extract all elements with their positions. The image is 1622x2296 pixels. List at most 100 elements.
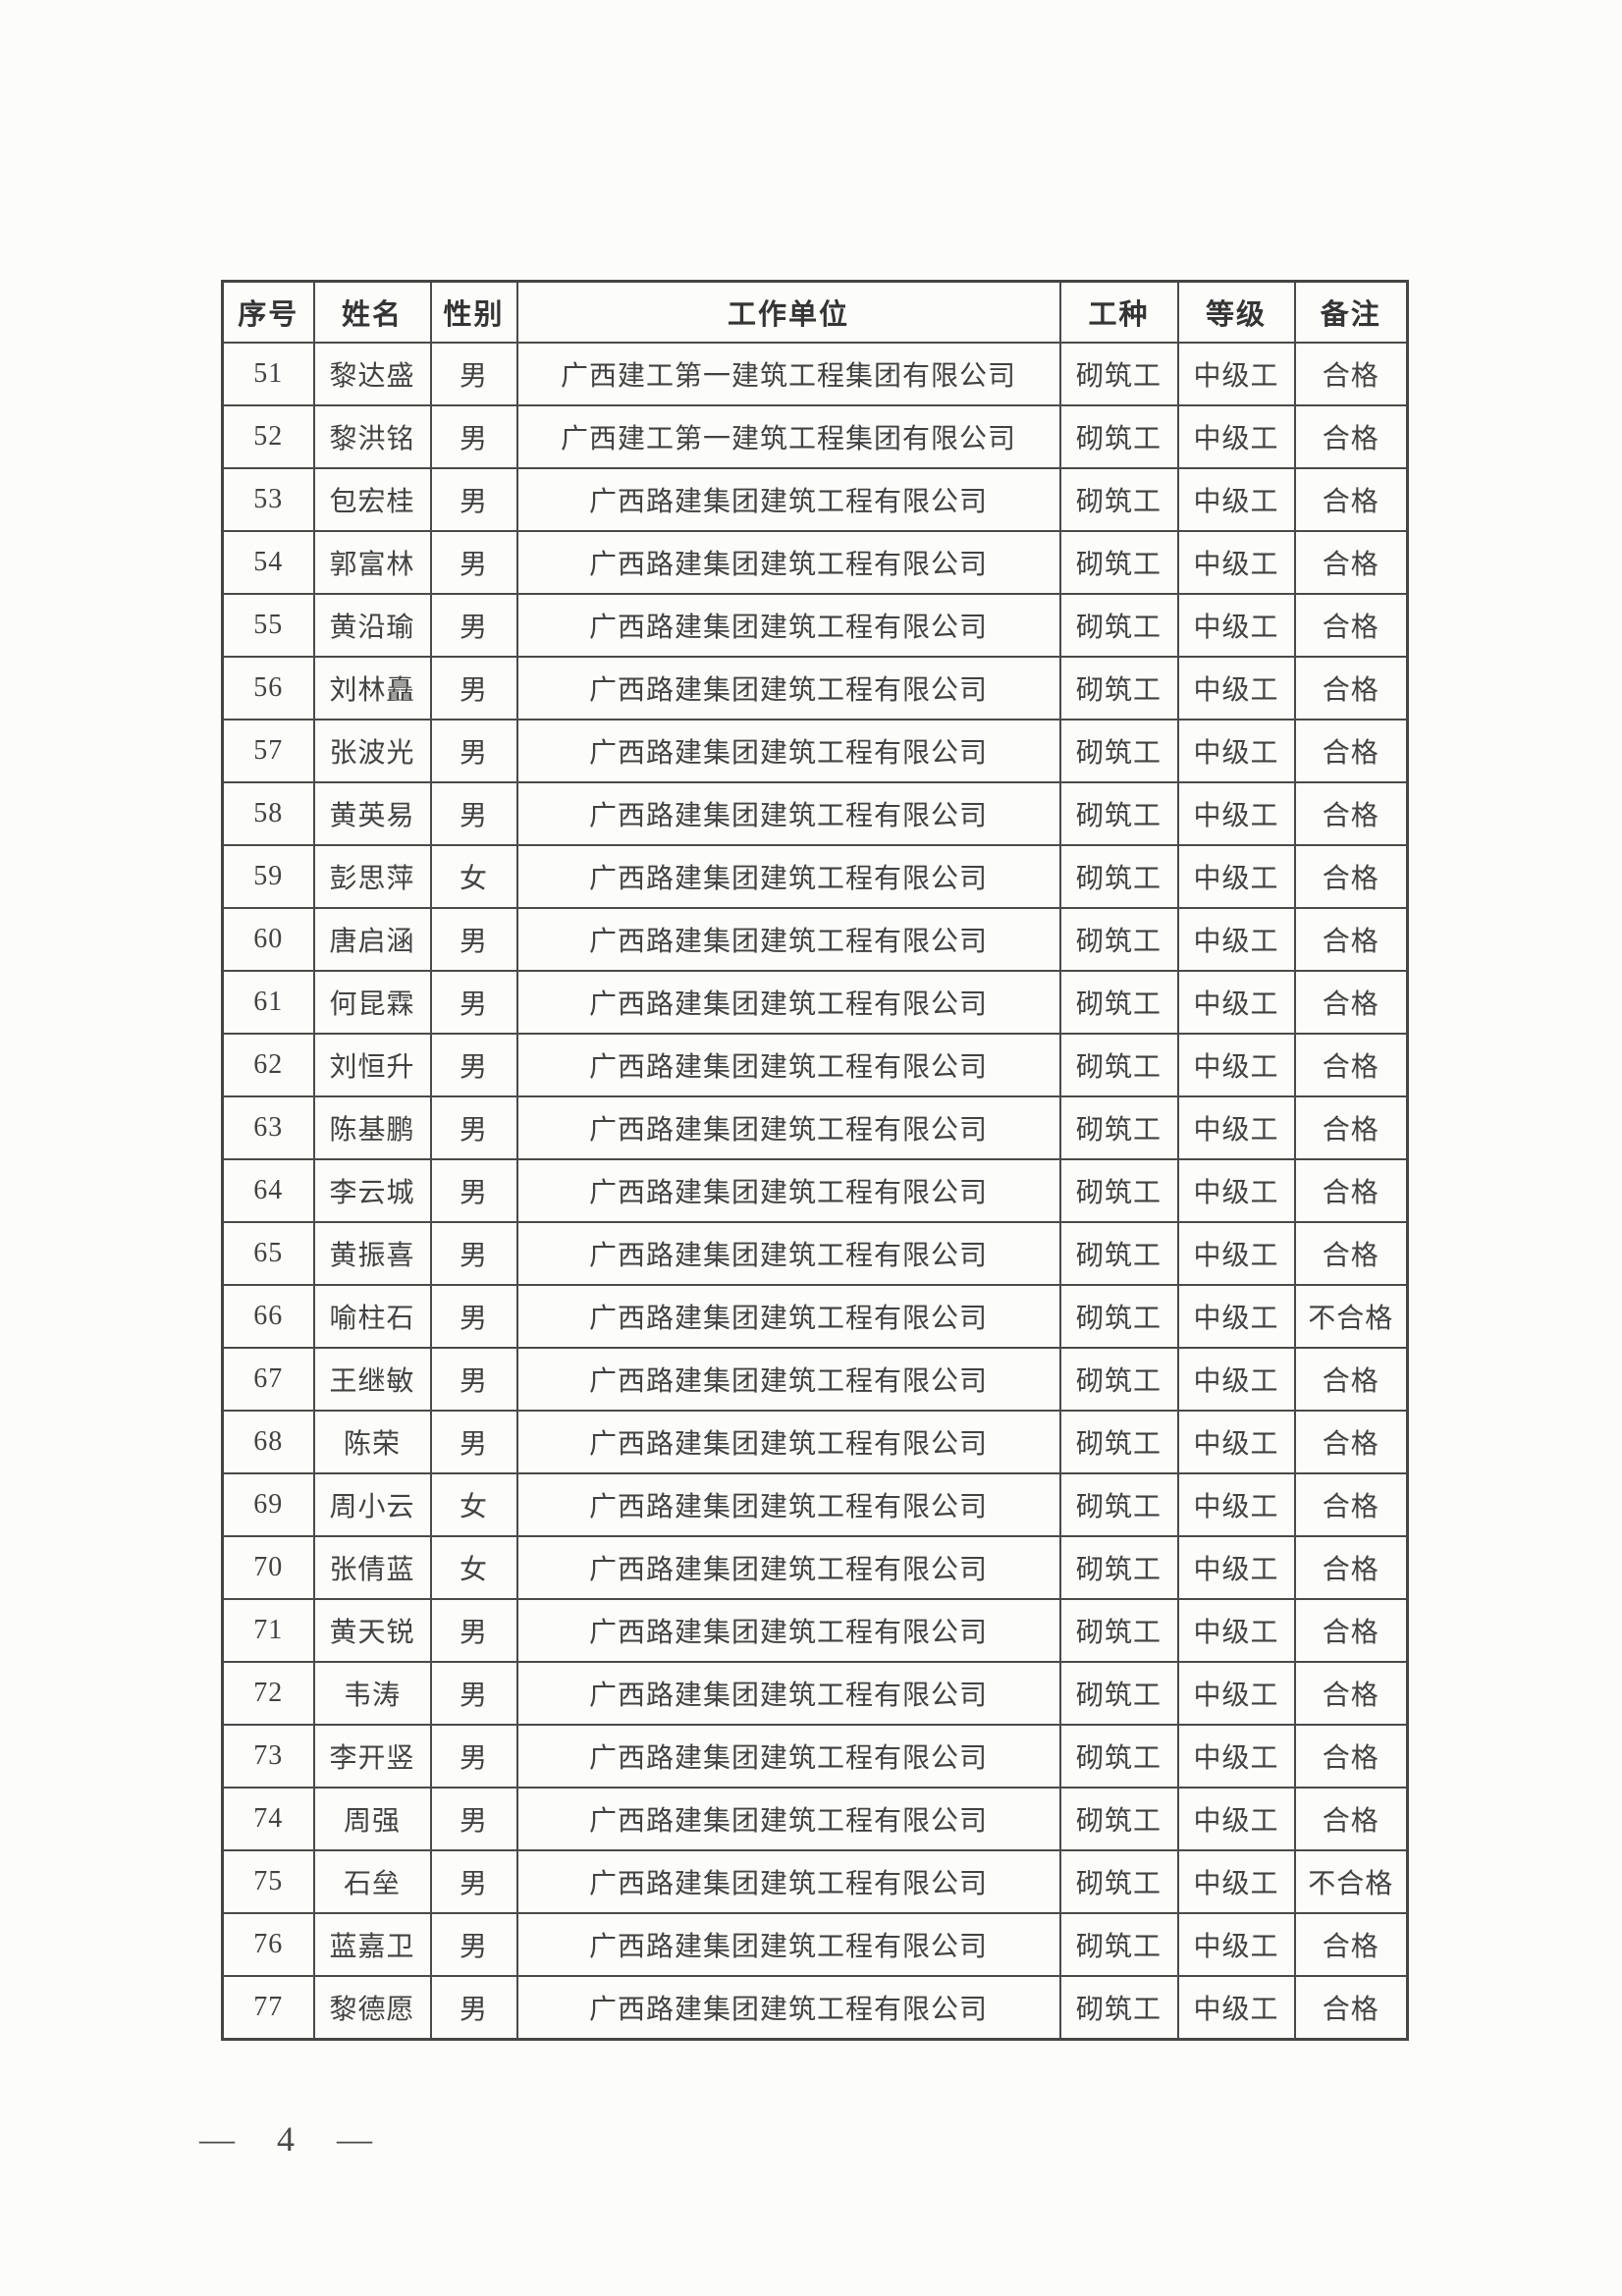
- cell-serial-number: 53: [221, 467, 315, 532]
- table-row: 65 黄振喜 男 广西路建集团建筑工程有限公司 砌筑工 中级工 合格: [221, 1221, 1409, 1286]
- cell-remark: 合格: [1293, 1095, 1409, 1160]
- cell-serial-number: 54: [221, 530, 315, 595]
- cell-serial-number: 71: [221, 1598, 315, 1663]
- cell-serial-number: 70: [221, 1535, 315, 1600]
- cell-work-unit: 广西路建集团建筑工程有限公司: [515, 593, 1061, 658]
- header-work-unit: 工作单位: [515, 280, 1061, 344]
- cell-remark: 合格: [1293, 656, 1409, 721]
- cell-name: 陈荣: [312, 1410, 432, 1474]
- cell-trade: 砌筑工: [1058, 907, 1179, 972]
- cell-serial-number: 62: [221, 1033, 315, 1097]
- cell-serial-number: 77: [221, 1975, 315, 2041]
- cell-work-unit: 广西路建集团建筑工程有限公司: [515, 1347, 1061, 1412]
- cell-work-unit: 广西路建集团建筑工程有限公司: [515, 1849, 1061, 1914]
- cell-work-unit: 广西路建集团建筑工程有限公司: [515, 467, 1061, 532]
- table-row: 73 李开竖 男 广西路建集团建筑工程有限公司 砌筑工 中级工 合格: [221, 1724, 1409, 1789]
- header-remark: 备注: [1293, 280, 1409, 344]
- cell-name: 黄振喜: [312, 1221, 432, 1286]
- cell-grade: 中级工: [1176, 1661, 1296, 1726]
- cell-grade: 中级工: [1176, 1158, 1296, 1223]
- table-row: 53 包宏桂 男 广西路建集团建筑工程有限公司 砌筑工 中级工 合格: [221, 467, 1409, 532]
- cell-gender: 女: [429, 1472, 518, 1537]
- cell-trade: 砌筑工: [1058, 1221, 1179, 1286]
- cell-remark: 合格: [1293, 781, 1409, 846]
- cell-trade: 砌筑工: [1058, 781, 1179, 846]
- cell-gender: 男: [429, 530, 518, 595]
- header-grade: 等级: [1176, 280, 1296, 344]
- cell-work-unit: 广西路建集团建筑工程有限公司: [515, 1221, 1061, 1286]
- cell-work-unit: 广西路建集团建筑工程有限公司: [515, 1661, 1061, 1726]
- cell-grade: 中级工: [1176, 781, 1296, 846]
- cell-work-unit: 广西建工第一建筑工程集团有限公司: [515, 342, 1061, 406]
- cell-trade: 砌筑工: [1058, 1284, 1179, 1349]
- cell-serial-number: 74: [221, 1787, 315, 1851]
- cell-remark: 合格: [1293, 1598, 1409, 1663]
- cell-grade: 中级工: [1176, 593, 1296, 658]
- cell-gender: 男: [429, 970, 518, 1035]
- cell-gender: 男: [429, 1284, 518, 1349]
- cell-trade: 砌筑工: [1058, 467, 1179, 532]
- cell-name: 王继敏: [312, 1347, 432, 1412]
- cell-name: 喻柱石: [312, 1284, 432, 1349]
- cell-trade: 砌筑工: [1058, 844, 1179, 909]
- cell-remark: 合格: [1293, 467, 1409, 532]
- cell-serial-number: 63: [221, 1095, 315, 1160]
- cell-serial-number: 60: [221, 907, 315, 972]
- cell-serial-number: 68: [221, 1410, 315, 1474]
- cell-remark: 合格: [1293, 1912, 1409, 1977]
- cell-gender: 男: [429, 1410, 518, 1474]
- cell-work-unit: 广西建工第一建筑工程集团有限公司: [515, 404, 1061, 469]
- cell-remark: 合格: [1293, 342, 1409, 406]
- cell-grade: 中级工: [1176, 1975, 1296, 2041]
- cell-gender: 男: [429, 1598, 518, 1663]
- cell-serial-number: 66: [221, 1284, 315, 1349]
- cell-grade: 中级工: [1176, 404, 1296, 469]
- cell-serial-number: 67: [221, 1347, 315, 1412]
- cell-trade: 砌筑工: [1058, 719, 1179, 783]
- page-number: — 4 —: [199, 2119, 378, 2159]
- cell-grade: 中级工: [1176, 1472, 1296, 1537]
- cell-remark: 合格: [1293, 970, 1409, 1035]
- cell-remark: 合格: [1293, 1661, 1409, 1726]
- cell-grade: 中级工: [1176, 970, 1296, 1035]
- cell-trade: 砌筑工: [1058, 404, 1179, 469]
- cell-name: 黄英易: [312, 781, 432, 846]
- cell-work-unit: 广西路建集团建筑工程有限公司: [515, 1284, 1061, 1349]
- cell-name: 包宏桂: [312, 467, 432, 532]
- cell-name: 黄天锐: [312, 1598, 432, 1663]
- header-name: 姓名: [312, 280, 432, 344]
- table-row: 68 陈荣 男 广西路建集团建筑工程有限公司 砌筑工 中级工 合格: [221, 1410, 1409, 1474]
- cell-trade: 砌筑工: [1058, 1724, 1179, 1789]
- cell-name: 黎洪铭: [312, 404, 432, 469]
- cell-gender: 男: [429, 1975, 518, 2041]
- cell-serial-number: 57: [221, 719, 315, 783]
- cell-name: 周小云: [312, 1472, 432, 1537]
- cell-name: 石垒: [312, 1849, 432, 1914]
- cell-grade: 中级工: [1176, 467, 1296, 532]
- cell-trade: 砌筑工: [1058, 1472, 1179, 1537]
- cell-work-unit: 广西路建集团建筑工程有限公司: [515, 1724, 1061, 1789]
- cell-name: 李开竖: [312, 1724, 432, 1789]
- cell-name: 张倩蓝: [312, 1535, 432, 1600]
- cell-work-unit: 广西路建集团建筑工程有限公司: [515, 970, 1061, 1035]
- table-row: 61 何昆霖 男 广西路建集团建筑工程有限公司 砌筑工 中级工 合格: [221, 970, 1409, 1035]
- cell-work-unit: 广西路建集团建筑工程有限公司: [515, 844, 1061, 909]
- cell-gender: 男: [429, 1158, 518, 1223]
- cell-trade: 砌筑工: [1058, 593, 1179, 658]
- cell-serial-number: 73: [221, 1724, 315, 1789]
- cell-name: 韦涛: [312, 1661, 432, 1726]
- cell-trade: 砌筑工: [1058, 1535, 1179, 1600]
- cell-name: 蓝嘉卫: [312, 1912, 432, 1977]
- cell-work-unit: 广西路建集团建筑工程有限公司: [515, 1912, 1061, 1977]
- cell-gender: 男: [429, 1661, 518, 1726]
- cell-name: 张波光: [312, 719, 432, 783]
- cell-grade: 中级工: [1176, 719, 1296, 783]
- cell-work-unit: 广西路建集团建筑工程有限公司: [515, 530, 1061, 595]
- cell-grade: 中级工: [1176, 530, 1296, 595]
- table-row: 52 黎洪铭 男 广西建工第一建筑工程集团有限公司 砌筑工 中级工 合格: [221, 404, 1409, 469]
- cell-serial-number: 61: [221, 970, 315, 1035]
- cell-remark: 合格: [1293, 1221, 1409, 1286]
- table-row: 54 郭富林 男 广西路建集团建筑工程有限公司 砌筑工 中级工 合格: [221, 530, 1409, 595]
- cell-serial-number: 65: [221, 1221, 315, 1286]
- cell-work-unit: 广西路建集团建筑工程有限公司: [515, 1095, 1061, 1160]
